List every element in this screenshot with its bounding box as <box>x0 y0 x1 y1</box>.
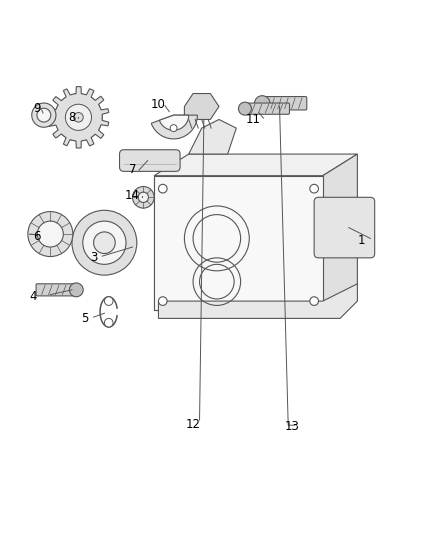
Circle shape <box>37 108 51 122</box>
Circle shape <box>72 211 137 275</box>
Circle shape <box>170 125 177 132</box>
Circle shape <box>238 102 251 115</box>
Text: 14: 14 <box>125 189 140 201</box>
Circle shape <box>310 297 318 305</box>
Text: 13: 13 <box>285 420 300 433</box>
Text: 8: 8 <box>68 111 76 124</box>
Circle shape <box>310 184 318 193</box>
Text: 6: 6 <box>34 230 41 243</box>
Polygon shape <box>159 284 357 318</box>
Text: 11: 11 <box>246 113 261 126</box>
Circle shape <box>83 221 126 264</box>
Polygon shape <box>189 119 236 154</box>
Text: 9: 9 <box>34 102 41 115</box>
Circle shape <box>104 297 113 305</box>
Text: 1: 1 <box>358 234 365 247</box>
FancyBboxPatch shape <box>261 96 307 110</box>
Circle shape <box>94 232 115 254</box>
Polygon shape <box>184 93 219 119</box>
Circle shape <box>55 93 102 141</box>
FancyBboxPatch shape <box>36 284 78 296</box>
Text: 10: 10 <box>151 98 166 111</box>
Polygon shape <box>323 154 357 310</box>
Wedge shape <box>159 115 189 130</box>
Text: 12: 12 <box>186 418 201 431</box>
FancyBboxPatch shape <box>314 197 374 258</box>
Circle shape <box>254 96 270 111</box>
Circle shape <box>74 112 83 122</box>
Circle shape <box>65 104 92 131</box>
Text: 5: 5 <box>81 312 88 325</box>
Circle shape <box>28 212 73 256</box>
Circle shape <box>104 318 113 327</box>
Circle shape <box>159 297 167 305</box>
Circle shape <box>159 184 167 193</box>
FancyBboxPatch shape <box>120 150 180 172</box>
Polygon shape <box>48 86 109 148</box>
Circle shape <box>138 192 148 203</box>
Text: 7: 7 <box>129 163 136 176</box>
Wedge shape <box>151 115 198 139</box>
Circle shape <box>32 103 56 127</box>
Circle shape <box>133 187 154 208</box>
Polygon shape <box>154 154 357 176</box>
Polygon shape <box>154 176 323 310</box>
Circle shape <box>69 283 83 297</box>
Text: 3: 3 <box>90 252 97 264</box>
FancyBboxPatch shape <box>244 103 290 114</box>
Text: 4: 4 <box>29 290 37 303</box>
Circle shape <box>37 221 64 247</box>
